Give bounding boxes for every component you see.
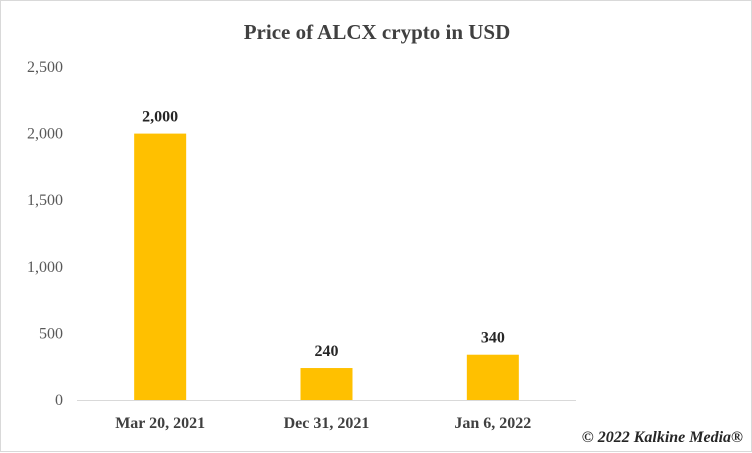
x-tick-label: Mar 20, 2021 <box>115 415 205 432</box>
y-tick-label: 0 <box>55 392 63 409</box>
y-tick-label: 500 <box>39 325 63 342</box>
y-tick-label: 2,000 <box>27 126 63 143</box>
data-label: 340 <box>481 330 505 347</box>
y-tick-label: 2,500 <box>27 59 63 76</box>
copyright-notice: © 2022 Kalkine Media® <box>581 429 743 446</box>
data-label: 2,000 <box>142 109 178 126</box>
bar <box>300 368 353 400</box>
y-tick-label: 1,000 <box>27 259 63 276</box>
x-tick-label: Jan 6, 2022 <box>454 415 531 432</box>
bar <box>466 354 519 400</box>
data-label: 240 <box>315 343 339 360</box>
bars: 2,000 240 340 <box>134 109 519 400</box>
y-axis: 0 500 1,000 1,500 2,000 2,500 <box>27 59 63 409</box>
chart-title: Price of ALCX crypto in USD <box>244 20 511 44</box>
x-tick-label: Dec 31, 2021 <box>284 415 370 432</box>
y-tick-label: 1,500 <box>27 192 63 209</box>
bar <box>134 133 187 400</box>
x-axis: Mar 20, 2021 Dec 31, 2021 Jan 6, 2022 <box>77 400 576 432</box>
